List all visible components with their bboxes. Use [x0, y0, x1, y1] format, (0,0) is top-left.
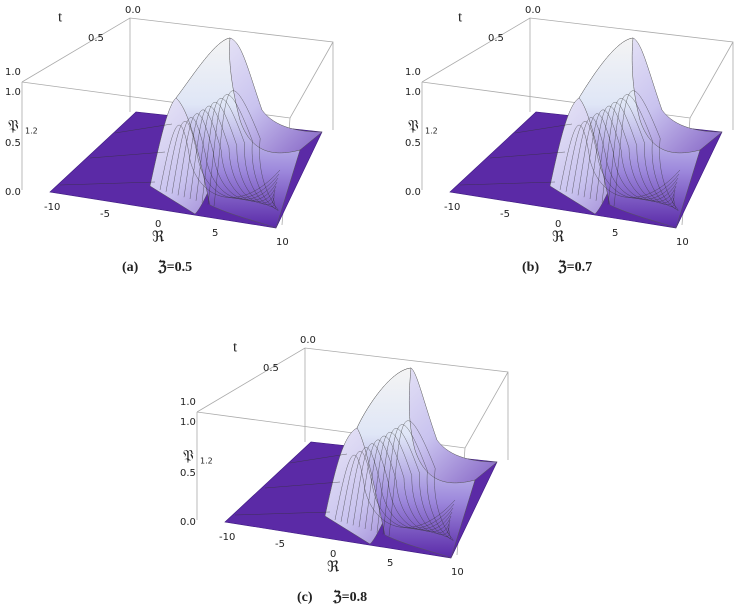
plot-box: [421, 17, 734, 226]
p-axis-subscript: 1.2: [425, 127, 438, 136]
x-axis-label: ℜ: [152, 229, 165, 245]
mesh-line: [171, 117, 279, 200]
t-tick-label: 0.0: [525, 5, 541, 16]
mesh-line: [559, 124, 681, 198]
x-tick-label: 10: [276, 237, 289, 248]
t-tick-label: 0.5: [488, 33, 504, 44]
t-tick-label: 1.0: [180, 397, 196, 408]
surface-panel: t 0.0 0.5 1.0 1.0 0.5 0.0 𝔓 1.2 -10 -5 0 5 10 ℜ (b) ℨ=0.…: [405, 5, 734, 275]
mesh-line: [358, 439, 452, 532]
p-axis-label: 𝔓: [8, 118, 19, 134]
p-tick-label: 0.0: [5, 187, 21, 198]
mesh-line: [334, 454, 456, 528]
x-tick-label: -5: [275, 539, 285, 550]
mesh-line: [613, 90, 679, 211]
x-tick-label: 5: [387, 558, 393, 569]
surface-panel: t 0.0 0.5 1.0 1.0 0.5 0.0 𝔓 1.2 -10 -5 0 5 10 ℜ (a) ℨ=0.…: [5, 5, 334, 275]
mesh-line: [376, 428, 450, 537]
x-axis-label: ℜ: [552, 229, 565, 245]
panel-caption: ℨ=0.7: [557, 259, 592, 275]
p-axis-subscript: 1.2: [200, 457, 213, 466]
panel-caption: ℨ=0.5: [157, 259, 192, 275]
p-axis-subscript: 1.2: [25, 127, 38, 136]
t-axis-label: t: [58, 9, 63, 25]
mesh-line: [159, 124, 281, 198]
x-tick-label: -10: [44, 202, 60, 213]
t-tick-label: 1.0: [5, 67, 21, 78]
x-tick-label: -5: [500, 209, 510, 220]
mesh-line: [601, 98, 675, 207]
surface-panel: t 0.0 0.5 1.0 1.0 0.5 0.0 𝔓 1.2 -10 -5 0 5 10 ℜ (c) ℨ=0.…: [180, 335, 509, 605]
t-axis-label: t: [458, 9, 463, 25]
t-axis-label: t: [233, 339, 238, 355]
panel-label: (a): [122, 260, 139, 275]
mesh-line: [207, 94, 277, 209]
panel-label: (b): [522, 260, 539, 275]
x-tick-label: 0: [155, 219, 161, 230]
mesh-line: [388, 420, 454, 541]
x-tick-label: 10: [451, 567, 464, 578]
p-tick-label: 0.0: [405, 187, 421, 198]
mesh-line: [346, 447, 454, 530]
p-tick-label: 0.5: [5, 138, 21, 149]
p-tick-label: 0.5: [180, 468, 196, 479]
mesh-line: [213, 90, 279, 211]
mesh-line: [340, 451, 455, 529]
plot-box: [21, 17, 334, 226]
mesh-line: [571, 117, 679, 200]
t-tick-label: 0.5: [88, 33, 104, 44]
p-axis-label: 𝔓: [408, 118, 419, 134]
x-tick-label: 5: [612, 228, 618, 239]
x-tick-label: 0: [330, 549, 336, 560]
p-tick-label: 0.0: [180, 517, 196, 528]
p-axis-label: 𝔓: [183, 448, 194, 464]
p-tick-label: 1.0: [5, 87, 21, 98]
plot-box: [196, 347, 509, 556]
t-tick-label: 0.0: [125, 5, 141, 16]
x-tick-label: 10: [676, 237, 689, 248]
mesh-line: [201, 98, 275, 207]
x-tick-label: -10: [219, 532, 235, 543]
x-tick-label: 5: [212, 228, 218, 239]
x-tick-label: -5: [100, 209, 110, 220]
mesh-line: [459, 123, 573, 186]
mesh-line: [565, 121, 680, 199]
x-tick-label: 0: [555, 219, 561, 230]
x-tick-label: -10: [444, 202, 460, 213]
t-tick-label: 0.5: [263, 363, 279, 374]
p-tick-label: 1.0: [405, 87, 421, 98]
p-tick-label: 0.5: [405, 138, 421, 149]
mesh-line: [607, 94, 677, 209]
mesh-line: [382, 424, 452, 539]
t-tick-label: 1.0: [405, 67, 421, 78]
x-axis-label: ℜ: [327, 559, 340, 575]
mesh-line: [183, 109, 277, 202]
panel-caption: ℨ=0.8: [332, 589, 367, 605]
mesh-line: [165, 121, 280, 199]
mesh-line: [234, 453, 348, 516]
mesh-line: [59, 123, 173, 186]
mesh-line: [583, 109, 677, 202]
t-tick-label: 0.0: [300, 335, 316, 346]
panel-label: (c): [297, 590, 313, 605]
p-tick-label: 1.0: [180, 417, 196, 428]
